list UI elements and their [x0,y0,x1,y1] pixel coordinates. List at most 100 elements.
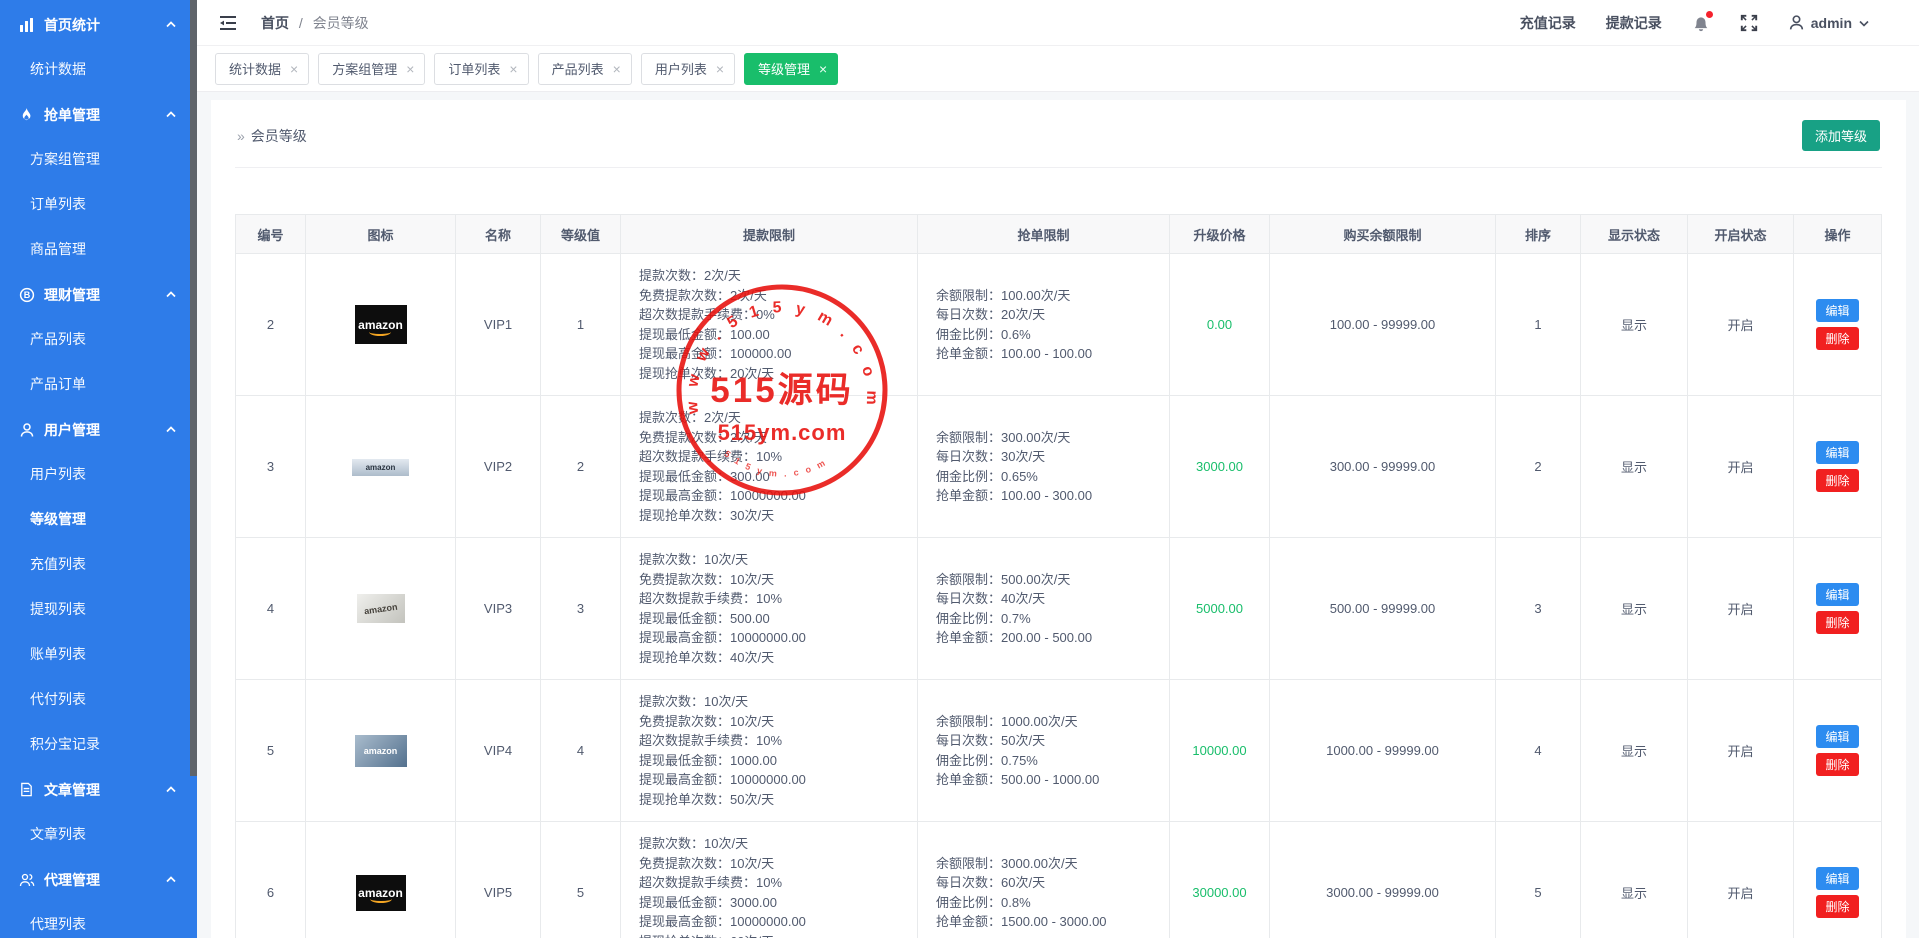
withdraw-limit-line: 提现最高金额：10000000.00 [639,914,806,929]
cell-grab-limits: 余额限制：300.00次/天 每日次数：30次/天 佣金比例：0.65% 抢单金额：1… [917,395,1170,538]
sidebar-menu: 首页统计统计数据抢单管理方案组管理订单列表商品管理 B 理财管理产品列表产品订单用户… [0,0,197,938]
grab-limit-line: 抢单金额：1500.00 - 3000.00 [936,914,1107,929]
title-marker: » [237,127,245,144]
tab-label: 用户列表 [654,62,707,77]
cell-display-status: 显示 [1580,253,1688,396]
sidebar-item[interactable]: 代理列表 [30,916,86,932]
sidebar-item[interactable]: 文章列表 [30,826,86,842]
column-header: 图标 [305,214,456,254]
sidebar-scrollbar[interactable] [190,0,197,776]
edit-button[interactable]: 编辑 [1816,441,1859,464]
chevron-up-icon[interactable] [165,289,177,301]
delete-button[interactable]: 删除 [1816,327,1859,350]
withdraw-records-link[interactable]: 提款记录 [1605,14,1662,31]
sidebar-item[interactable]: 方案组管理 [30,151,100,167]
tab[interactable]: 方案组管理 × [318,52,426,85]
sidebar-item[interactable]: 提现列表 [30,601,86,617]
tab-label: 订单列表 [448,62,501,77]
column-header: 编号 [235,214,306,254]
sidebar-group-header[interactable]: 文章管理 [0,767,197,812]
recharge-records-link[interactable]: 充值记录 [1519,14,1576,31]
delete-button[interactable]: 删除 [1816,895,1859,918]
close-icon[interactable]: × [612,60,621,77]
cell-actions: 编辑 删除 [1793,253,1882,396]
column-header: 开启状态 [1687,214,1794,254]
sidebar-item[interactable]: 充值列表 [30,556,86,572]
amazon-logo-image: amazon [355,874,406,911]
withdraw-limit-line: 提现抢单次数：20次/天 [639,365,775,381]
close-icon[interactable]: × [406,60,415,77]
withdraw-limit-line: 提款次数：2次/天 [639,410,741,425]
sidebar-item[interactable]: 订单列表 [30,196,86,212]
fullscreen-icon[interactable] [1740,14,1758,32]
tab[interactable]: 产品列表 × [537,52,632,85]
sidebar-item[interactable]: 账单列表 [30,646,86,662]
tab[interactable]: 用户列表 × [640,52,736,85]
close-icon[interactable]: × [715,60,725,77]
cell-withdraw-limits: 提款次数：2次/天 免费提款次数：2次/天 超次数提款手续费：10% 提现最低金额：3… [620,395,918,538]
column-header: 升级价格 [1169,214,1270,254]
sidebar-item[interactable]: 代付列表 [30,691,86,707]
topbar: 首页 / 会员等级 充值记录 提款记录 admin [197,0,1919,46]
breadcrumb-separator: / [298,14,303,31]
content: » 会员等级 添加等级 编号 图标 名称 等级值 提款限制 抢单限制 升级价格 购买余额限制 排序… [197,92,1919,938]
cell-sort: 1 [1495,253,1581,396]
tab[interactable]: 等级管理 × [744,52,839,85]
tab[interactable]: 订单列表 × [434,52,529,85]
member-level-table: 编号 图标 名称 等级值 提款限制 抢单限制 升级价格 购买余额限制 排序 显示状态 开启状态 操作 … [235,214,1882,938]
sidebar-item[interactable]: 用户列表 [30,466,86,482]
sidebar-group-header[interactable]: 首页统计 [0,2,197,47]
user-menu[interactable]: admin [1788,14,1870,31]
edit-button[interactable]: 编辑 [1816,725,1859,748]
amazon-logo-image: amazon [352,458,409,476]
sidebar-group-header[interactable]: 抢单管理 [0,92,197,137]
sidebar-group-header[interactable]: 用户管理 [0,407,197,452]
chevron-up-icon[interactable] [165,424,177,436]
edit-button[interactable]: 编辑 [1816,583,1859,606]
sidebar-group-header[interactable]: B 理财管理 [0,272,197,317]
grab-limit-line: 抢单金额：500.00 - 1000.00 [936,772,1100,787]
sidebar-group-label: 理财管理 [44,286,100,303]
column-header: 购买余额限制 [1269,214,1496,254]
sidebar-group-header[interactable]: 代理管理 [0,857,197,902]
sidebar-item[interactable]: 统计数据 [30,61,86,77]
chevron-up-icon[interactable] [165,874,177,886]
delete-button[interactable]: 删除 [1816,611,1859,634]
cell-balance-range: 300.00 - 99999.00 [1269,395,1496,538]
cell-upgrade-price: 5000.00 [1169,537,1270,680]
sidebar-item[interactable]: 产品列表 [30,331,86,347]
close-icon[interactable]: × [819,60,828,77]
sidebar-item[interactable]: 商品管理 [30,241,86,257]
sidebar-item[interactable]: 等级管理 [30,511,86,527]
cell-name: VIP4 [455,679,541,822]
add-level-button[interactable]: 添加等级 [1801,120,1880,151]
grab-limit-line: 每日次数：20次/天 [936,307,1046,322]
topbar-right: 充值记录 提款记录 admin [1519,10,1919,33]
cell-level: 4 [540,679,621,822]
chevron-up-icon[interactable] [165,109,177,121]
sidebar-item[interactable]: 产品订单 [30,376,86,392]
edit-button[interactable]: 编辑 [1816,867,1859,890]
chevron-up-icon[interactable] [165,19,177,31]
withdraw-limit-line: 提现抢单次数：40次/天 [639,649,775,665]
column-header: 提款限制 [620,214,918,254]
cell-level: 2 [540,395,621,538]
close-icon[interactable]: × [509,60,518,77]
cell-sort: 4 [1495,679,1581,822]
cell-icon: amazon [305,679,456,822]
card-header: » 会员等级 添加等级 [235,114,1882,168]
notification-bell-icon[interactable] [1692,10,1713,32]
menu-fold-icon[interactable] [219,15,239,31]
delete-button[interactable]: 删除 [1816,753,1859,776]
column-header: 排序 [1495,214,1581,254]
close-icon[interactable]: × [290,60,299,77]
chevron-up-icon[interactable] [165,784,177,796]
cell-icon: amazon [305,253,456,396]
sidebar-item[interactable]: 积分宝记录 [30,736,100,752]
grab-limit-line: 抢单金额：200.00 - 500.00 [936,630,1093,645]
tab[interactable]: 统计数据 × [215,52,310,85]
withdraw-limit-line: 提现抢单次数：50次/天 [639,791,775,807]
edit-button[interactable]: 编辑 [1816,299,1859,322]
breadcrumb-home[interactable]: 首页 [261,14,289,31]
delete-button[interactable]: 删除 [1816,469,1859,492]
